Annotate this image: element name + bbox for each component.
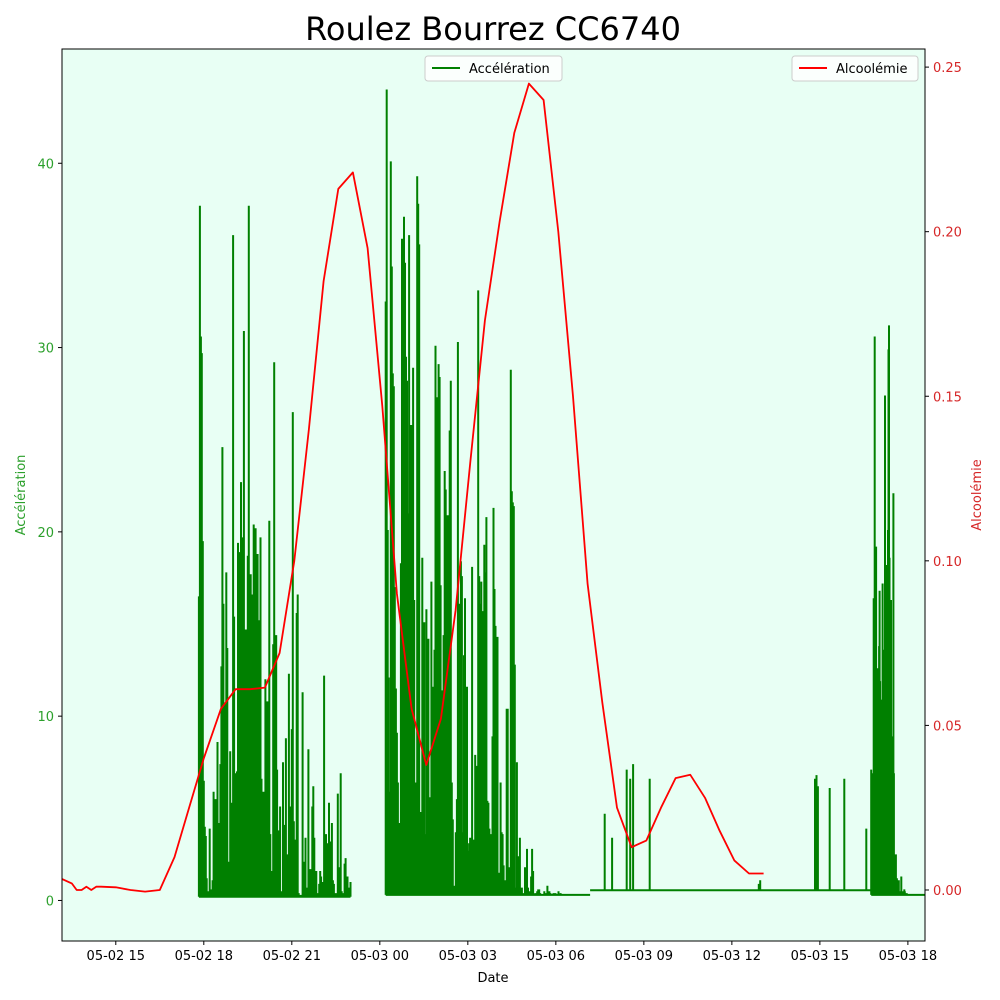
- y-right-tick-label: 0.05: [933, 719, 962, 734]
- x-tick-label: 05-03 06: [527, 949, 585, 964]
- chart-title: Roulez Bourrez CC6740: [305, 10, 681, 48]
- y-right-tick-label: 0.10: [933, 555, 962, 570]
- x-tick-label: 05-03 00: [351, 949, 409, 964]
- plot-clip-group: [62, 82, 925, 898]
- acceleration-line: [197, 89, 925, 898]
- y-left-axis-ticks: 0 10 20 30 40: [37, 157, 62, 909]
- y-left-tick-label: 0: [46, 894, 54, 909]
- x-tick-label: 05-02 15: [87, 949, 145, 964]
- legend-alcoolemie: Alcoolémie: [791, 55, 919, 82]
- y-right-tick-label: 0.00: [933, 884, 962, 899]
- acceleration-series: [197, 89, 925, 898]
- x-tick-label: 05-03 09: [615, 949, 673, 964]
- x-tick-label: 05-03 15: [791, 949, 849, 964]
- y-right-tick-label: 0.25: [933, 61, 962, 76]
- legend-box: [791, 55, 919, 82]
- y-right-tick-label: 0.20: [933, 226, 962, 241]
- x-axis-label: Date: [477, 971, 508, 986]
- x-tick-label: 05-03 18: [879, 949, 937, 964]
- x-axis-ticks: 05-02 15 05-02 18 05-02 21 05-03 00 05-03 03…: [87, 941, 937, 964]
- alcoolemie-series: [62, 82, 764, 893]
- alcoolemie-line: [62, 82, 764, 893]
- y-left-tick-label: 40: [37, 157, 54, 172]
- legend-label-acceleration: Accélération: [469, 62, 550, 77]
- legend-label-alcoolemie: Alcoolémie: [836, 62, 907, 77]
- y-right-tick-label: 0.15: [933, 390, 962, 405]
- legend-box: [424, 55, 563, 82]
- y-right-axis-label: Alcoolémie: [970, 459, 985, 530]
- y-right-axis-ticks: 0.00 0.05 0.10 0.15 0.20 0.25: [925, 61, 962, 899]
- y-left-axis-label: Accélération: [14, 455, 29, 536]
- x-tick-label: 05-02 18: [175, 949, 233, 964]
- legend-acceleration: Accélération: [424, 55, 563, 82]
- y-left-tick-label: 20: [37, 526, 54, 541]
- plot-frame: [61, 48, 926, 942]
- y-left-tick-label: 10: [37, 710, 54, 725]
- x-tick-label: 05-03 12: [703, 949, 761, 964]
- x-tick-label: 05-02 21: [263, 949, 321, 964]
- y-left-tick-label: 30: [37, 342, 54, 357]
- x-tick-label: 05-03 03: [439, 949, 497, 964]
